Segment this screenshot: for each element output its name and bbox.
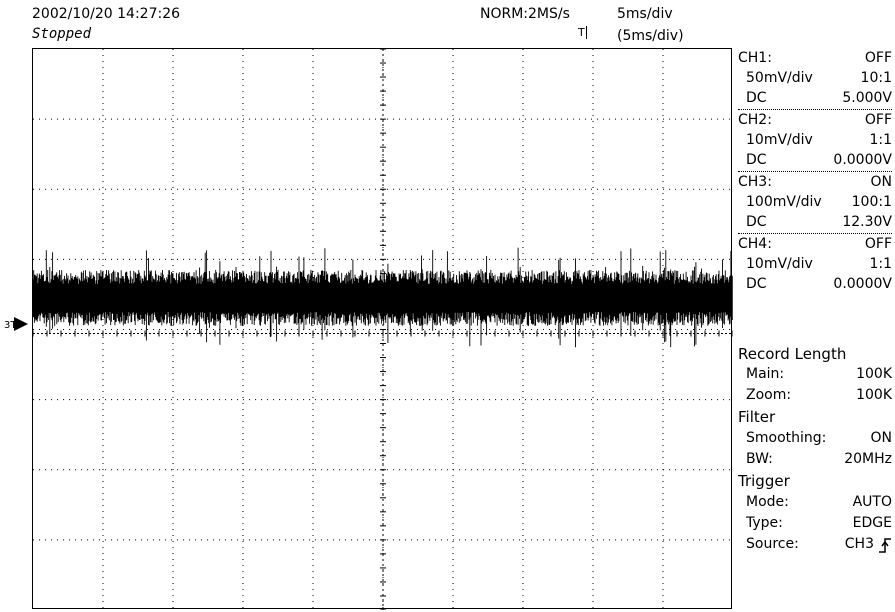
trigger-type-value: EDGE (852, 515, 892, 531)
waveform-display[interactable] (32, 48, 733, 610)
trigger-mode-value: AUTO (852, 494, 892, 510)
ch2-vdiv: 10mV/div (746, 132, 813, 148)
ch1-state: OFF (864, 50, 892, 66)
ch3-state: ON (870, 174, 893, 190)
divider (738, 109, 892, 110)
ch2-offset: 0.0000V (833, 152, 892, 168)
ch4-coupling: DC (746, 276, 767, 292)
ch4-probe: 1:1 (869, 256, 892, 272)
ch3-trace (33, 247, 733, 348)
rising-edge-icon (879, 538, 891, 553)
ch1-label: CH1: (738, 50, 772, 66)
ch3-coupling: DC (746, 214, 767, 230)
trigger-position-marker: T (578, 26, 587, 39)
ch3-vdiv: 100mV/div (746, 194, 822, 210)
trigger-source-label: Source: (746, 536, 799, 552)
timebase-zoom: (5ms/div) (617, 28, 684, 44)
trigger-position-label: T (578, 26, 585, 39)
sample-rate: NORM:2MS/s (480, 6, 570, 22)
ch3-label: CH3: (738, 174, 772, 190)
ground-marker-label: 3T (4, 320, 17, 331)
filter-title: Filter (738, 408, 776, 426)
record-zoom-value: 100K (856, 387, 892, 403)
level-arrow-icon (14, 317, 28, 331)
ch2-probe: 1:1 (869, 132, 892, 148)
bandwidth-value: 20MHz (844, 451, 892, 467)
smoothing-value: ON (870, 430, 893, 446)
trigger-type-label: Type: (746, 515, 783, 531)
ch1-probe: 10:1 (860, 70, 892, 86)
ch1-coupling: DC (746, 90, 767, 106)
ch2-label: CH2: (738, 112, 772, 128)
trigger-source-value: CH3 (844, 536, 874, 552)
ch4-label: CH4: (738, 236, 772, 252)
ch4-state: OFF (864, 236, 892, 252)
record-main-label: Main: (746, 366, 785, 382)
bandwidth-label: BW: (746, 451, 773, 467)
ch4-offset: 0.0000V (833, 276, 892, 292)
trigger-mode-label: Mode: (746, 494, 789, 510)
trigger-title: Trigger (738, 472, 790, 490)
record-length-title: Record Length (738, 345, 847, 363)
smoothing-label: Smoothing: (746, 430, 827, 446)
timestamp: 2002/10/20 14:27:26 (32, 6, 181, 22)
record-main-value: 100K (856, 366, 892, 382)
channel-ground-marker: 3T (4, 317, 28, 331)
record-zoom-label: Zoom: (746, 387, 792, 403)
ch3-probe: 100:1 (851, 194, 892, 210)
graticule (33, 49, 733, 610)
timebase: 5ms/div (617, 6, 673, 22)
ch2-coupling: DC (746, 152, 767, 168)
divider (738, 171, 892, 172)
ch1-vdiv: 50mV/div (746, 70, 813, 86)
ch4-vdiv: 10mV/div (746, 256, 813, 272)
ch3-offset: 12.30V (842, 214, 892, 230)
ch2-state: OFF (864, 112, 892, 128)
ch1-offset: 5.000V (842, 90, 892, 106)
acquisition-status: Stopped (32, 26, 92, 42)
divider (738, 233, 892, 234)
